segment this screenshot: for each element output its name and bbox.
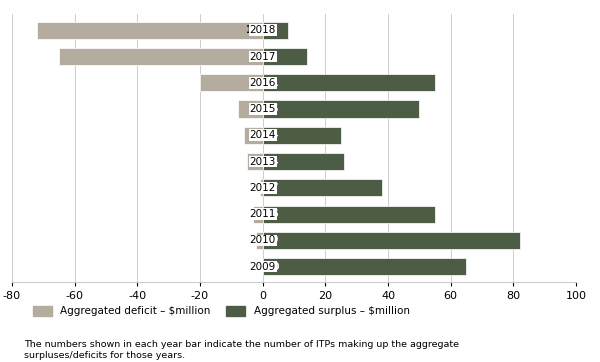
Text: 15: 15 [266,104,280,114]
Bar [263,179,382,196]
Text: 2009: 2009 [250,262,276,272]
Text: 2015: 2015 [250,104,276,114]
Bar [247,153,263,170]
Text: 2011: 2011 [250,209,276,219]
Text: 14: 14 [266,156,280,167]
Text: 2014: 2014 [250,130,276,140]
Text: 6: 6 [266,25,272,35]
Text: 4: 4 [253,130,260,140]
Text: 3: 3 [253,104,260,114]
Bar [244,127,263,144]
Bar [59,48,263,65]
Bar [263,127,341,144]
Text: 2010: 2010 [250,235,276,245]
Text: 0: 0 [253,262,260,272]
Text: 10: 10 [246,25,260,35]
Text: 2018: 2018 [250,25,276,35]
Text: 1: 1 [253,235,260,245]
Text: 16: 16 [266,209,280,219]
Bar [263,232,520,249]
Bar [238,101,263,118]
Text: 14: 14 [266,130,280,140]
Bar [263,206,435,223]
Text: 11: 11 [266,78,280,88]
Bar [263,48,307,65]
Text: 2017: 2017 [250,51,276,62]
Text: 7: 7 [266,51,272,62]
Text: The numbers shown in each year bar indicate the number of ITPs making up the agg: The numbers shown in each year bar indic… [24,340,459,360]
Text: 2012: 2012 [250,183,276,193]
Text: 2016: 2016 [250,78,276,88]
Bar [256,232,263,249]
Legend: Aggregated deficit – $million, Aggregated surplus – $million: Aggregated deficit – $million, Aggregate… [29,302,414,321]
Bar [37,22,263,39]
Bar [263,101,419,118]
Bar [260,179,263,196]
Text: 4: 4 [253,156,260,167]
Text: 2: 2 [253,209,260,219]
Text: 5: 5 [253,78,260,88]
Text: 9: 9 [253,51,260,62]
Text: 19: 19 [266,235,280,245]
Bar [263,153,344,170]
Text: 1: 1 [253,183,260,193]
Text: 17: 17 [266,183,280,193]
Bar [263,22,288,39]
Bar [263,258,466,275]
Bar [263,74,435,91]
Bar [200,74,263,91]
Text: 2013: 2013 [250,156,276,167]
Text: 20: 20 [266,262,280,272]
Bar [253,206,263,223]
